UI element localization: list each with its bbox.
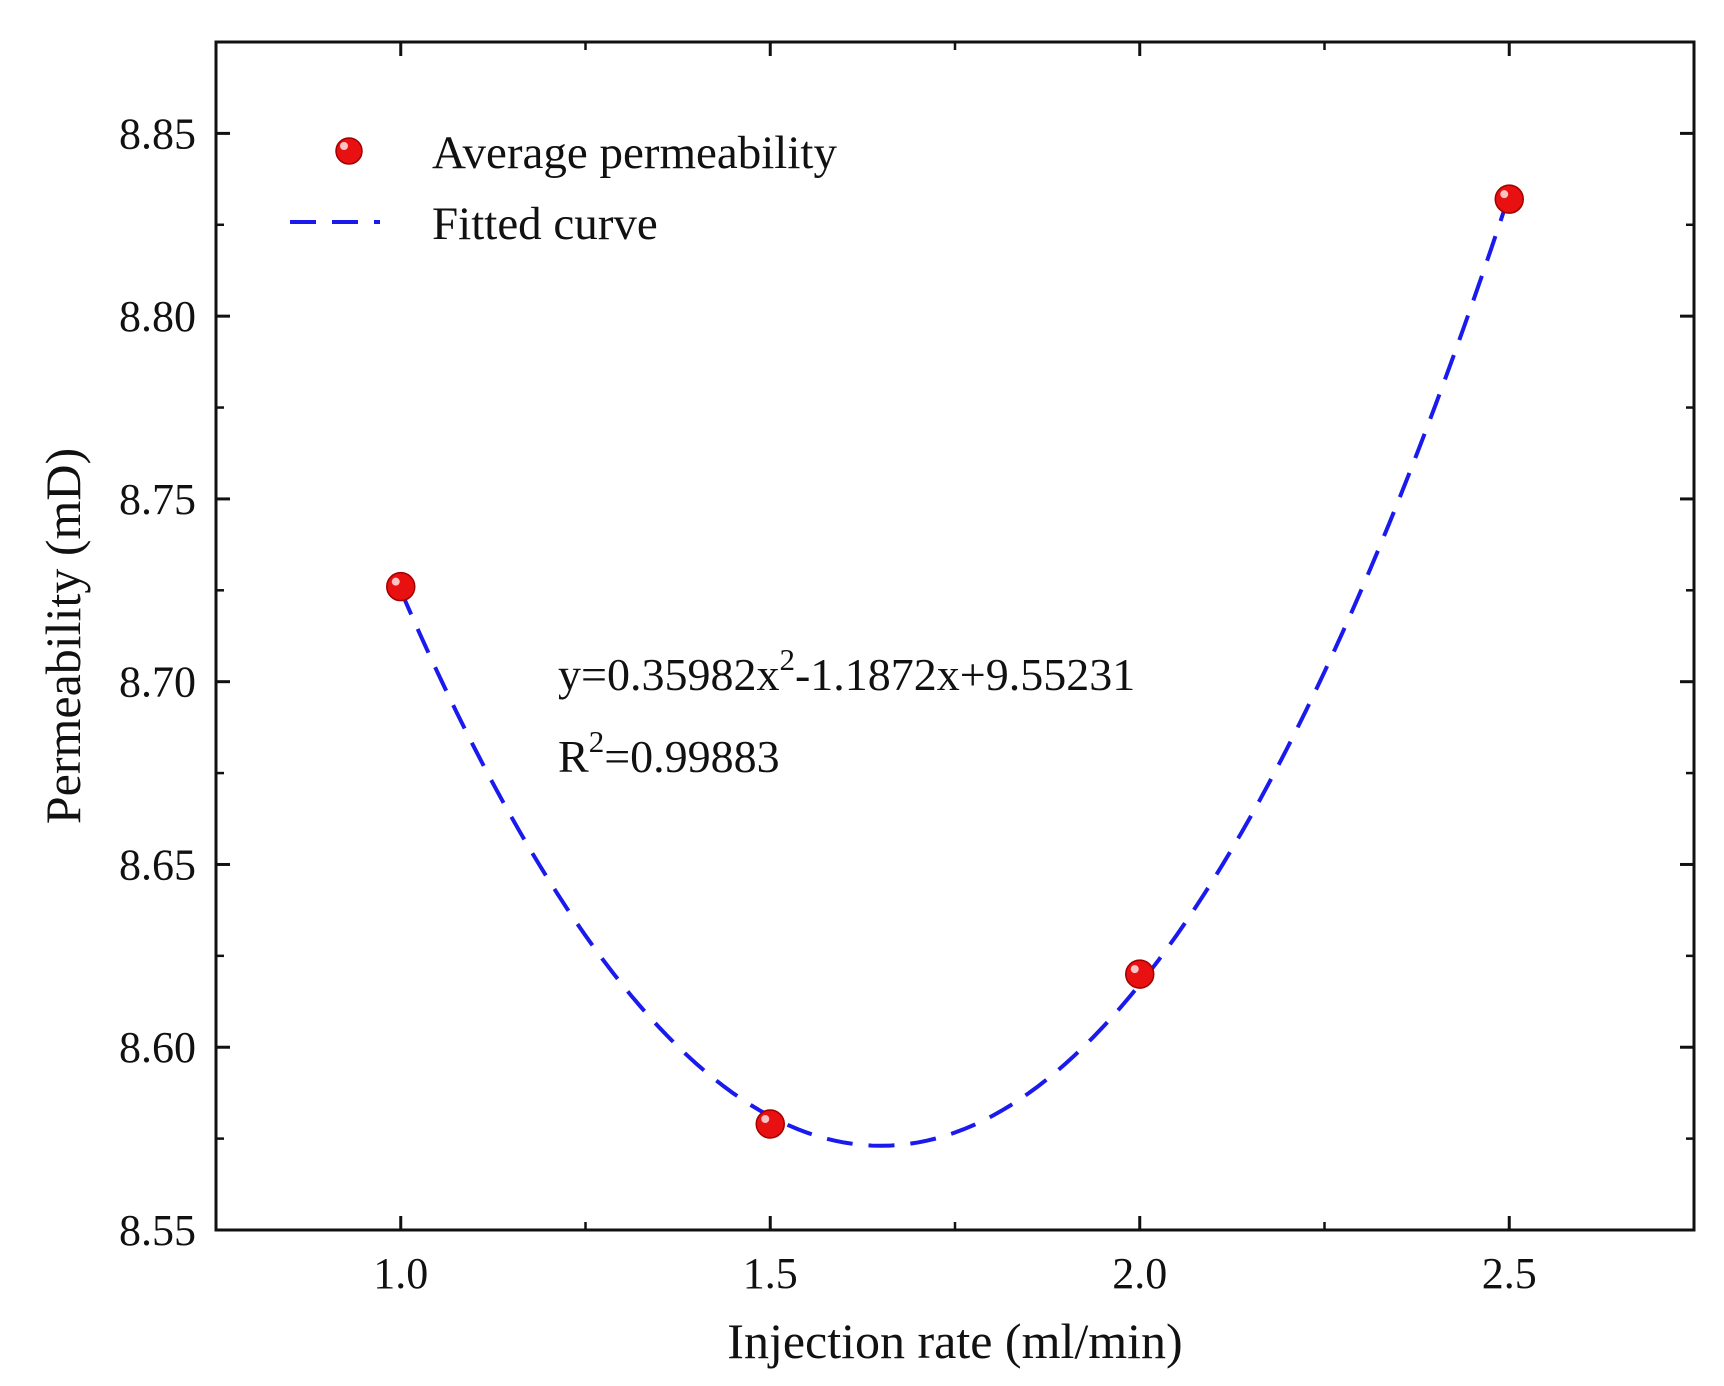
legend: Average permeability Fitted curve xyxy=(290,127,837,250)
y-tick-label: 8.85 xyxy=(119,109,196,158)
data-point-highlight xyxy=(391,577,400,586)
x-tick-label: 2.5 xyxy=(1482,1249,1537,1298)
y-tick-label: 8.70 xyxy=(119,658,196,707)
y-tick-label: 8.80 xyxy=(119,292,196,341)
data-point-highlight xyxy=(1500,190,1509,199)
data-point xyxy=(386,571,416,602)
r-squared-suffix: =0.99883 xyxy=(604,731,779,782)
legend-label-fitted-curve: Fitted curve xyxy=(432,198,658,250)
r-squared-exponent: 2 xyxy=(589,724,605,759)
y-axis-title: Permeability (mD) xyxy=(35,448,91,824)
data-point xyxy=(1494,184,1524,214)
data-point-highlight xyxy=(761,1114,770,1123)
data-point xyxy=(755,1109,785,1139)
x-tick-label: 2.0 xyxy=(1112,1249,1167,1298)
data-points xyxy=(386,184,1524,1139)
fit-equation-prefix: y=0.35982x xyxy=(558,649,779,700)
legend-marker-average-permeability xyxy=(335,137,363,165)
y-tick-label: 8.60 xyxy=(119,1023,196,1072)
y-tick-label: 8.55 xyxy=(119,1206,196,1255)
data-point xyxy=(1125,959,1155,989)
y-tick-label: 8.65 xyxy=(119,840,196,889)
r-squared: R2=0.99883 xyxy=(558,724,780,782)
x-axis-ticks: 1.0 1.5 2.0 2.5 xyxy=(373,42,1537,1298)
y-axis-ticks: 8.55 8.60 8.65 8.70 8.75 8.80 8.85 xyxy=(119,40,1694,1255)
legend-label-average-permeability: Average permeability xyxy=(432,127,837,179)
data-point-highlight xyxy=(1130,965,1139,974)
legend-marker-highlight xyxy=(340,142,348,150)
x-axis-title: Injection rate (ml/min) xyxy=(727,1313,1182,1369)
y-tick-label: 8.75 xyxy=(119,475,196,524)
fit-equation: y=0.35982x2-1.1872x+9.55231 xyxy=(558,642,1135,700)
r-squared-prefix: R xyxy=(558,731,589,782)
x-tick-label: 1.0 xyxy=(373,1249,428,1298)
fitted-curve-line xyxy=(398,194,1512,1148)
x-tick-label: 1.5 xyxy=(743,1249,798,1298)
fit-equation-suffix: -1.1872x+9.55231 xyxy=(795,649,1135,700)
fit-equation-exponent: 2 xyxy=(779,642,795,677)
